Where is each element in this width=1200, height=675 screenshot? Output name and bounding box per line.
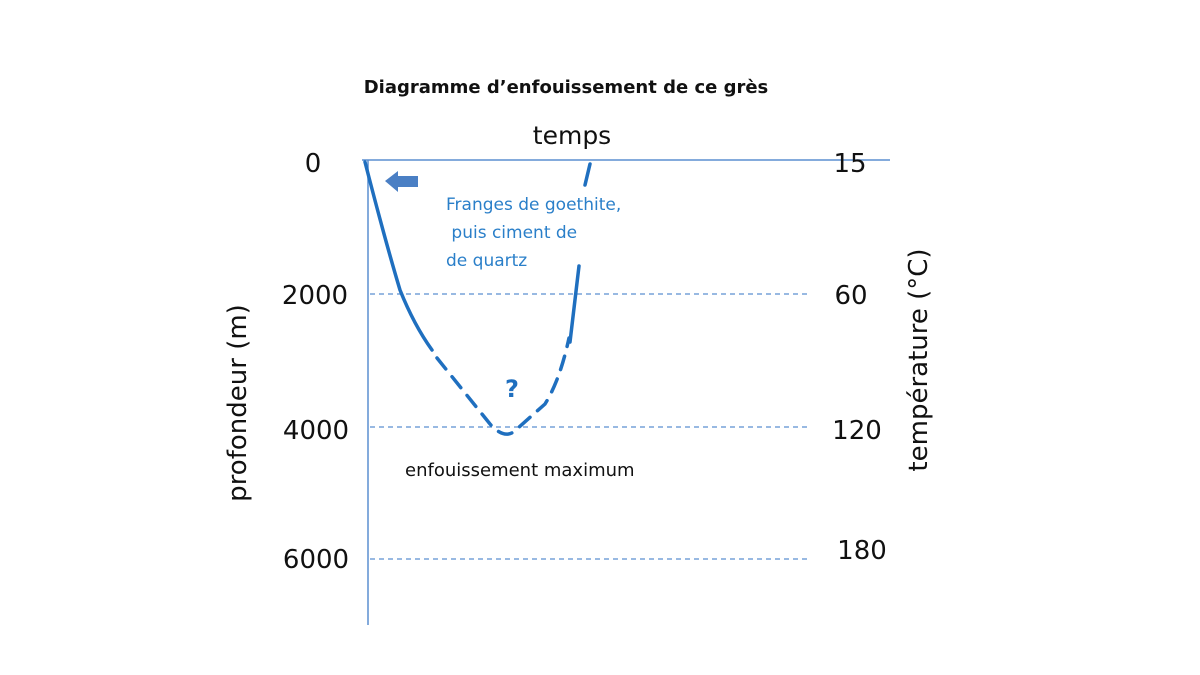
cement-annotation-line-1: Franges de goethite, — [446, 195, 621, 215]
max-burial-label: enfouissement maximum — [405, 460, 635, 481]
temp-tick-15: 15 — [833, 149, 866, 179]
burial-curve-solid — [363, 160, 434, 352]
temperature-axis-label: température (°C) — [904, 248, 934, 471]
arrow-left-icon — [385, 171, 418, 192]
temp-tick-120: 120 — [832, 416, 882, 446]
cement-annotation-line-2: puis ciment de — [446, 223, 577, 243]
uplift-curve-solid — [568, 264, 581, 344]
depth-axis-label: profondeur (m) — [223, 304, 253, 502]
time-axis-label: temps — [533, 121, 611, 150]
temp-tick-180: 180 — [837, 536, 887, 566]
burial-curve — [363, 160, 592, 436]
temp-tick-60: 60 — [834, 281, 867, 311]
depth-tick-6000: 6000 — [283, 545, 349, 575]
burial-curve-dashed — [435, 336, 571, 436]
uplift-curve-dash — [583, 162, 592, 187]
depth-tick-2000: 2000 — [282, 281, 348, 311]
unknown-marker: ? — [505, 375, 519, 403]
cement-annotation-line-3: de quartz — [446, 251, 527, 271]
depth-tick-0: 0 — [305, 149, 322, 179]
gridlines — [370, 293, 808, 560]
depth-tick-4000: 4000 — [283, 416, 349, 446]
diagram-title: Diagramme d’enfouissement de ce grès — [364, 77, 769, 98]
